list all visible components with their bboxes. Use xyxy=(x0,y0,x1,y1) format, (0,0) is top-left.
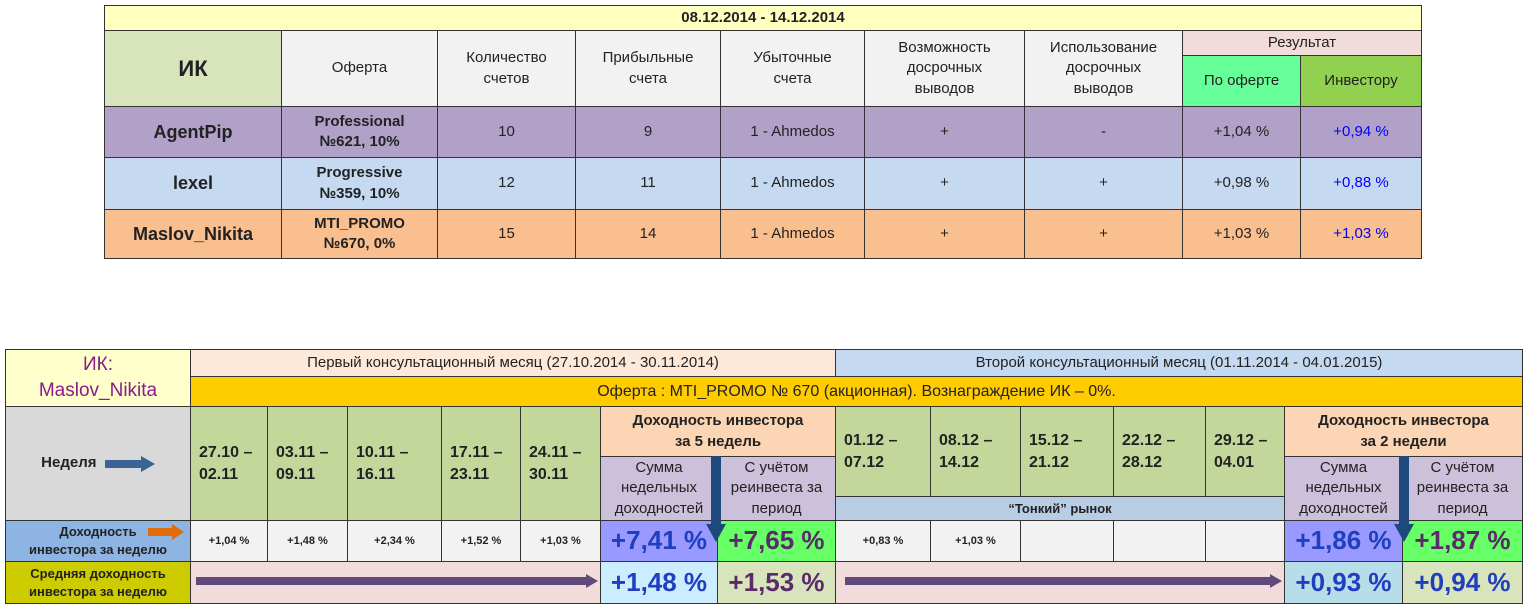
row-profit: 9 xyxy=(575,106,721,158)
row-profit: 14 xyxy=(575,209,721,259)
sum-label: Сумма недельных доходностей xyxy=(1284,456,1403,521)
row-loss: 1 - Ahmedos xyxy=(720,106,865,158)
weekly-value xyxy=(1205,520,1285,562)
reinvest-label: С учётом реинвеста за период xyxy=(717,456,836,521)
week-cell: 03.11 – 09.11 xyxy=(267,406,348,521)
thin-market-label: “Тонкий” рынок xyxy=(835,496,1285,521)
weekly-value: +2,34 % xyxy=(347,520,442,562)
row-early_used: - xyxy=(1024,106,1183,158)
arrow-right-icon xyxy=(845,574,1282,588)
row-by_offer: +1,03 % xyxy=(1182,209,1301,259)
row-investor: +0,94 % xyxy=(1300,106,1422,158)
arrow-down-icon xyxy=(706,456,726,542)
avg-yield-label: Средняя доходность инвестора за неделю xyxy=(5,561,191,604)
header-cell: Количество счетов xyxy=(437,30,576,107)
weekly-value: +1,03 % xyxy=(930,520,1021,562)
sum-5-weeks: +7,41 % xyxy=(600,520,718,562)
row-profit: 11 xyxy=(575,157,721,210)
header-cell: Оферта xyxy=(281,30,438,107)
month2-header: Второй консультационный месяц (01.11.201… xyxy=(835,349,1523,377)
weekly-yield-label: Доходность инвестора за неделю xyxy=(5,520,191,562)
week-cell: 29.12 – 04.01 xyxy=(1205,406,1285,497)
row-early_used: + xyxy=(1024,157,1183,210)
row-early_possible: + xyxy=(864,209,1025,259)
yield-5-weeks-header: Доходность инвестора за 5 недель xyxy=(600,406,836,457)
arrow-down-icon xyxy=(1394,456,1414,542)
result-header: Результат xyxy=(1182,30,1422,56)
reinvest-label: С учётом реинвеста за период xyxy=(1402,456,1523,521)
row-loss: 1 - Ahmedos xyxy=(720,157,865,210)
reinvest-5-weeks: +7,65 % xyxy=(717,520,836,562)
weekly-value: +1,03 % xyxy=(520,520,601,562)
row-offer: Professional №621, 10% xyxy=(281,106,438,158)
arrow-right-icon xyxy=(196,574,598,588)
row-early_used: + xyxy=(1024,209,1183,259)
row-ik: AgentPip xyxy=(104,106,282,158)
avg-sum-5-weeks: +1,48 % xyxy=(600,561,718,604)
yield-2-weeks-header: Доходность инвестора за 2 недели xyxy=(1284,406,1523,457)
offer-row: Оферта : MTI_PROMO № 670 (акционная). Во… xyxy=(190,376,1523,407)
week-cell: 10.11 – 16.11 xyxy=(347,406,442,521)
arrow-right-icon xyxy=(104,455,155,472)
row-offer: Progressive №359, 10% xyxy=(281,157,438,210)
period-title: 08.12.2014 - 14.12.2014 xyxy=(104,5,1422,31)
week-cell: 08.12 – 14.12 xyxy=(930,406,1021,497)
header-cell: Прибыльные счета xyxy=(575,30,721,107)
row-accounts: 12 xyxy=(437,157,576,210)
weekly-value xyxy=(1113,520,1206,562)
weekly-value: +1,52 % xyxy=(441,520,521,562)
weekly-value xyxy=(1020,520,1114,562)
arrow-right-icon xyxy=(148,524,184,540)
header-cell: ИК xyxy=(104,30,282,107)
week-cell: 27.10 – 02.11 xyxy=(190,406,268,521)
row-loss: 1 - Ahmedos xyxy=(720,209,865,259)
avg-reinvest-2-weeks: +0,94 % xyxy=(1402,561,1523,604)
weekly-value: +1,04 % xyxy=(190,520,268,562)
row-ik: lexel xyxy=(104,157,282,210)
row-ik: Maslov_Nikita xyxy=(104,209,282,259)
week-cell: 15.12 – 21.12 xyxy=(1020,406,1114,497)
avg-sum-2-weeks: +0,93 % xyxy=(1284,561,1403,604)
sum-label: Сумма недельных доходностей xyxy=(600,456,718,521)
avg-reinvest-5-weeks: +1,53 % xyxy=(717,561,836,604)
sum-2-weeks: +1,86 % xyxy=(1284,520,1403,562)
reinvest-2-weeks: +1,87 % xyxy=(1402,520,1523,562)
header-cell: Использование досрочных выводов xyxy=(1024,30,1183,107)
week-cell: 22.12 – 28.12 xyxy=(1113,406,1206,497)
week-cell: 17.11 – 23.11 xyxy=(441,406,521,521)
weekly-value: +1,48 % xyxy=(267,520,348,562)
header-cell: Убыточные счета xyxy=(720,30,865,107)
header-cell: Возможность досрочных выводов xyxy=(864,30,1025,107)
ik-name: ИК: Maslov_Nikita xyxy=(5,349,191,407)
week-label: Неделя xyxy=(41,454,97,472)
row-accounts: 15 xyxy=(437,209,576,259)
row-accounts: 10 xyxy=(437,106,576,158)
weekly-value: +0,83 % xyxy=(835,520,931,562)
week-label-cell: Неделя xyxy=(5,406,191,521)
investor-header: Инвестору xyxy=(1300,55,1422,107)
row-investor: +1,03 % xyxy=(1300,209,1422,259)
by-offer-header: По оферте xyxy=(1182,55,1301,107)
row-investor: +0,88 % xyxy=(1300,157,1422,210)
row-early_possible: + xyxy=(864,157,1025,210)
row-by_offer: +0,98 % xyxy=(1182,157,1301,210)
row-offer: MTI_PROMO №670, 0% xyxy=(281,209,438,259)
week-cell: 01.12 – 07.12 xyxy=(835,406,931,497)
week-cell: 24.11 – 30.11 xyxy=(520,406,601,521)
month1-header: Первый консультационный месяц (27.10.201… xyxy=(190,349,836,377)
row-early_possible: + xyxy=(864,106,1025,158)
row-by_offer: +1,04 % xyxy=(1182,106,1301,158)
